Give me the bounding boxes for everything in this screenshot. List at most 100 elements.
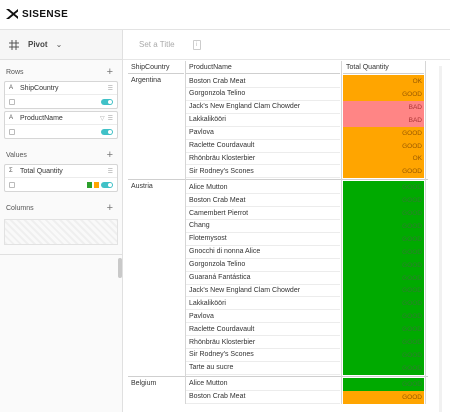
top-header: SISENSE	[0, 0, 450, 30]
product-cell: Camembert Pierrot	[186, 207, 340, 220]
total-quantity-cell: GOOD	[343, 207, 424, 220]
product-cell: Flotemysost	[186, 233, 340, 246]
column-header[interactable]: ProductName	[186, 61, 340, 74]
field-checkbox[interactable]	[9, 98, 15, 105]
column-header[interactable]: Total Quantity	[343, 61, 424, 74]
product-cell: Alice Mutton	[186, 378, 340, 391]
conditional-format-green-swatch[interactable]	[87, 181, 92, 188]
group-separator	[128, 375, 428, 377]
info-icon[interactable]: i	[192, 39, 201, 50]
measure-type-icon: Σ	[9, 168, 13, 174]
total-quantity-cell: GOOD	[343, 219, 424, 233]
total-quantity-cell: GOOD	[343, 310, 424, 324]
total-quantity-cell: GOOD	[343, 232, 424, 246]
product-cell: Boston Crab Meat	[186, 391, 340, 404]
total-quantity-cell: OK	[343, 152, 424, 166]
drag-handle-icon[interactable]: ☰	[107, 85, 113, 92]
total-quantity-cell: GOOD	[343, 181, 424, 195]
values-label: Values	[6, 151, 27, 159]
total-quantity-cell: GOOD	[343, 377, 424, 391]
field-toggle[interactable]	[101, 181, 113, 188]
column-divider	[185, 61, 186, 404]
pivot-scrollbar[interactable]	[439, 66, 442, 412]
total-quantity-cell: GOOD	[343, 87, 424, 101]
widget-title-bar: Set a Title i	[123, 30, 450, 60]
product-cell: Tarte au sucre	[186, 362, 340, 375]
field-name: ProductName	[20, 114, 63, 122]
field-name: ShipCountry	[20, 84, 59, 92]
country-cell: Belgium	[131, 379, 157, 387]
add-row-icon[interactable]: +	[106, 66, 113, 78]
columns-section-header: Columns +	[0, 201, 122, 215]
product-cell: Pavlova	[186, 310, 340, 324]
country-cell: Argentina	[131, 77, 161, 84]
columns-drop-zone[interactable]	[4, 219, 118, 245]
widget-type-label: Pivot	[28, 40, 48, 49]
field-toggle[interactable]	[101, 128, 113, 135]
chevron-down-icon[interactable]: ⌄	[55, 40, 63, 49]
drag-handle-icon[interactable]: ☰	[107, 168, 113, 175]
row-field-productname[interactable]: A ProductName ▽ ☰	[4, 111, 118, 139]
values-section-header: Values +	[0, 148, 122, 162]
add-value-icon[interactable]: +	[106, 149, 113, 161]
total-quantity-cell: GOOD	[343, 258, 424, 272]
product-cell: Sir Rodney's Scones	[186, 165, 340, 179]
drag-handle-icon[interactable]: ☰	[107, 115, 113, 122]
widget-title-input[interactable]: Set a Title	[139, 40, 175, 49]
product-cell: Pavlova	[186, 127, 340, 140]
widget-type-selector[interactable]: Pivot ⌄	[0, 30, 122, 60]
total-quantity-cell: GOOD	[343, 271, 424, 285]
product-cell: Raclette Courdavault	[186, 140, 340, 153]
field-checkbox[interactable]	[9, 181, 15, 188]
total-quantity-cell: GOOD	[343, 139, 424, 153]
field-toggle[interactable]	[101, 98, 113, 105]
attribute-type-icon: A	[9, 85, 14, 91]
rows-label: Rows	[6, 68, 24, 76]
attribute-type-icon: A	[9, 115, 14, 121]
field-checkbox[interactable]	[9, 128, 15, 135]
column-header[interactable]: ShipCountry	[128, 61, 184, 74]
product-cell: Chang	[186, 220, 340, 233]
row-field-shipcountry[interactable]: A ShipCountry ☰	[4, 81, 118, 109]
conditional-format-orange-swatch[interactable]	[94, 181, 99, 188]
total-quantity-cell: GOOD	[343, 126, 424, 140]
product-cell: Gnocchi di nonna Alice	[186, 246, 340, 259]
product-cell: Raclette Courdavault	[186, 323, 340, 337]
product-cell: Guaraná Fantástica	[186, 272, 340, 285]
field-name: Total Quantity	[20, 167, 63, 175]
pivot-grid-icon	[9, 39, 19, 50]
product-cell: Lakkalikööri	[186, 297, 340, 311]
product-cell: Boston Crab Meat	[186, 194, 340, 208]
total-quantity-cell: GOOD	[343, 323, 424, 337]
product-cell: Lakkalikööri	[186, 114, 340, 127]
add-column-icon[interactable]: +	[106, 202, 113, 214]
product-cell: Rhönbräu Klosterbier	[186, 152, 340, 166]
total-quantity-cell: OK	[343, 75, 424, 88]
panel-divider	[0, 254, 122, 255]
product-cell: Jack's New England Clam Chowder	[186, 101, 340, 114]
total-quantity-cell: GOOD	[343, 361, 424, 375]
product-cell: Jack's New England Clam Chowder	[186, 284, 340, 298]
total-quantity-cell: GOOD	[343, 297, 424, 311]
group-separator	[128, 179, 428, 181]
column-divider	[341, 61, 342, 404]
total-quantity-cell: GOOD	[343, 348, 424, 362]
country-cell: Austria	[131, 183, 153, 191]
panel-scrollbar[interactable]	[118, 258, 122, 278]
product-cell: Alice Mutton	[186, 181, 340, 195]
product-cell: Gorgonzola Telino	[186, 259, 340, 272]
product-cell: Sir Rodney's Scones	[186, 349, 340, 362]
columns-label: Columns	[6, 204, 34, 212]
filter-icon[interactable]: ▽	[99, 115, 105, 122]
total-quantity-cell: GOOD	[343, 284, 424, 298]
sisense-logo[interactable]: SISENSE	[5, 8, 68, 20]
product-cell: Gorgonzola Telino	[186, 88, 340, 101]
widget-editor-panel: Pivot ⌄ Rows + A ShipCountry ☰ A Product…	[0, 30, 123, 412]
value-field-total-quantity[interactable]: Σ Total Quantity ☰	[4, 164, 118, 192]
total-quantity-cell: GOOD	[343, 194, 424, 208]
total-quantity-cell: GOOD	[343, 336, 424, 349]
total-quantity-cell: GOOD	[343, 165, 424, 179]
total-quantity-cell: BAD	[343, 113, 424, 127]
total-quantity-cell: GOOD	[343, 390, 424, 404]
sisense-logo-icon	[6, 9, 18, 19]
